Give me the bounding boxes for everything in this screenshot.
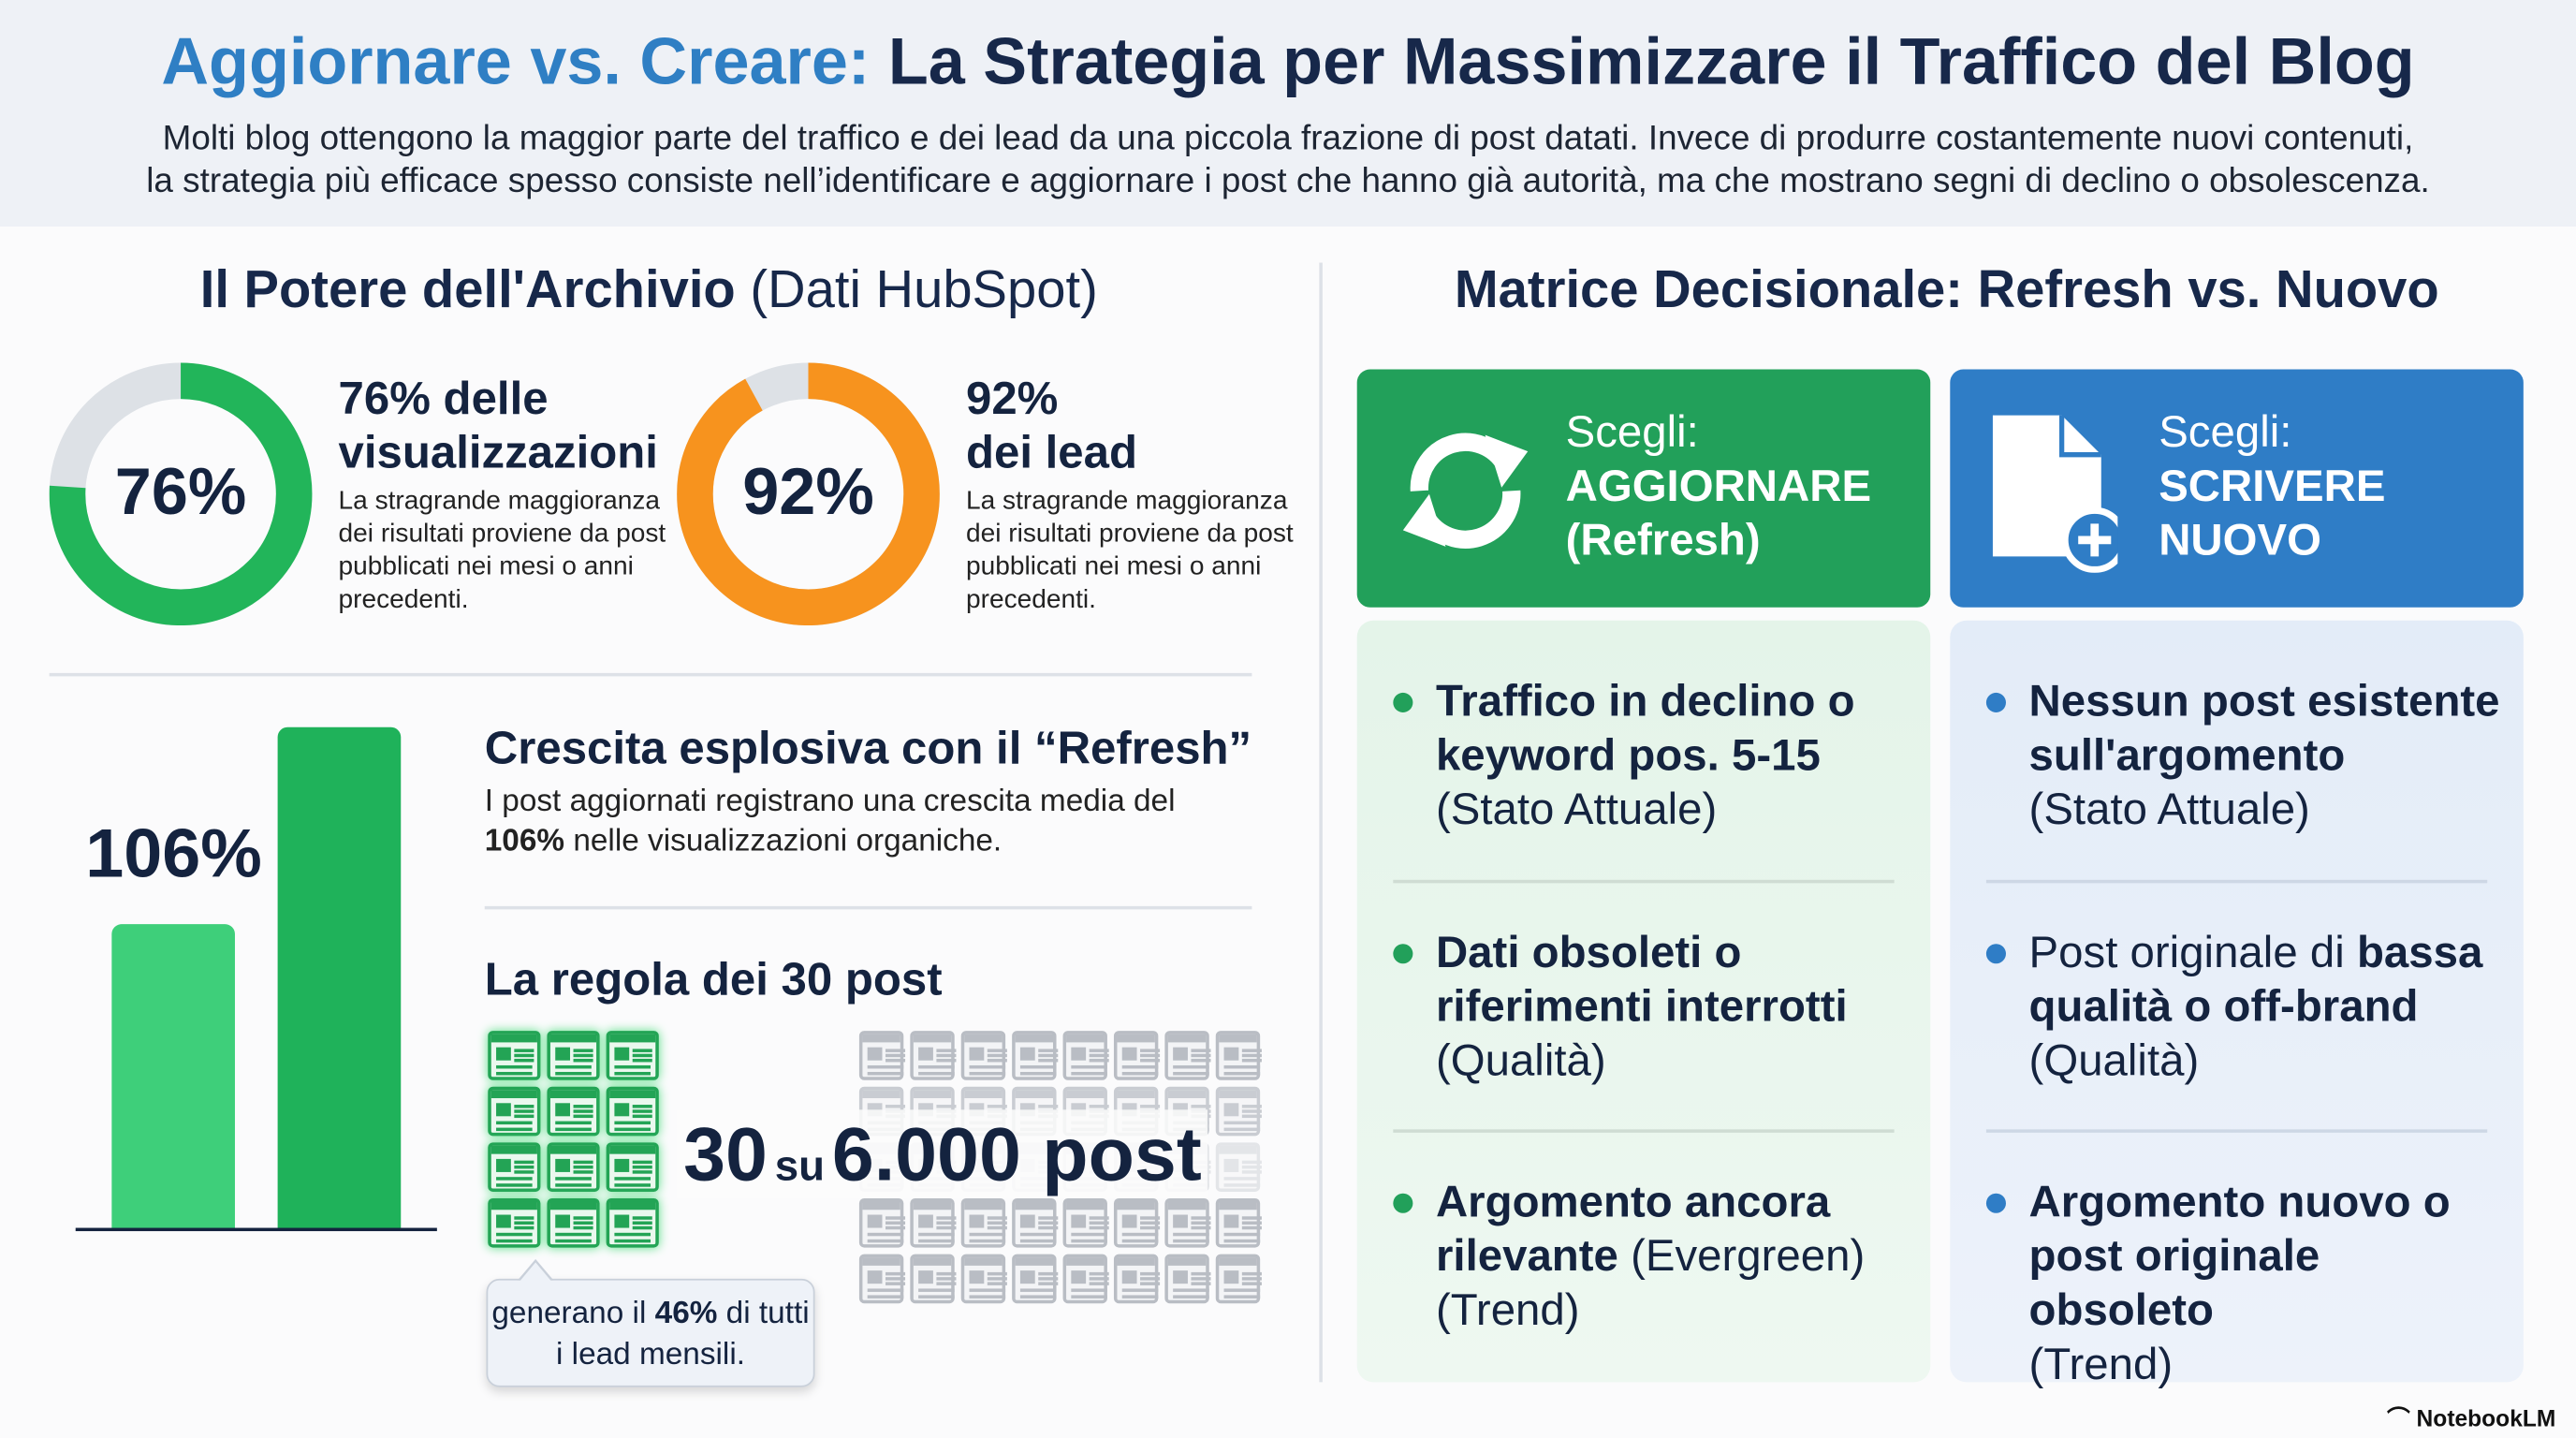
divider — [1393, 879, 1895, 884]
growth-label: 106% — [85, 814, 262, 892]
posts-ratio: 30 su 6.000 post — [677, 1109, 1208, 1198]
post-icon — [547, 1031, 600, 1080]
views-stat-desc: La stragrande maggioranza dei risultati … — [338, 487, 666, 614]
new-criterion: Nessun post esistente sull'argomento (Sta… — [1985, 675, 2506, 838]
divider — [1393, 1129, 1895, 1133]
bar-baseline — [75, 1227, 437, 1232]
post-icon — [910, 1197, 957, 1248]
matrix-heading: Matrice Decisionale: Refresh vs. Nuovo — [1454, 259, 2439, 319]
post-icon — [1012, 1031, 1059, 1080]
post-icon — [1113, 1254, 1161, 1304]
divider — [1985, 1129, 2488, 1133]
header-band — [0, 0, 2576, 227]
post-icon — [1113, 1197, 1161, 1248]
post-icon — [547, 1086, 600, 1137]
notebooklm-icon: ⌒ — [2387, 1404, 2417, 1431]
post-icon — [606, 1197, 659, 1248]
post-icon — [488, 1086, 541, 1137]
post-icon — [1012, 1197, 1059, 1248]
post-icon — [858, 1197, 906, 1248]
views-stat-title: 76% delle visualizzazioni — [338, 373, 658, 478]
leads-stat-desc: La stragrande maggioranza dei risultati … — [965, 487, 1294, 614]
post-icon — [547, 1142, 600, 1192]
post-icon — [1062, 1254, 1109, 1304]
choose-label: Scegli: — [1565, 406, 1699, 457]
new-card: Scegli: SCRIVERE NUOVO — [1950, 369, 2524, 608]
divider — [1985, 879, 2488, 884]
post-icon — [910, 1031, 957, 1080]
post-icon — [1164, 1197, 1211, 1248]
post-icon — [1215, 1197, 1262, 1248]
post-icon — [1062, 1031, 1109, 1080]
refresh-criterion: Traffico in declino o keyword pos. 5-15(… — [1393, 675, 1895, 838]
leads-callout: generano il 46% di tutti i lead mensili. — [486, 1258, 815, 1387]
post-icon — [606, 1031, 659, 1080]
refresh-card: Scegli: AGGIORNARE (Refresh) — [1356, 369, 1931, 608]
rule-title: La regola dei 30 post — [484, 953, 943, 1005]
donut-views-label: 76% — [114, 456, 247, 529]
post-icon — [1215, 1254, 1262, 1304]
growth-desc: I post aggiornati registrano una crescit… — [484, 785, 1176, 859]
divider — [484, 905, 1252, 910]
refresh-action: AGGIORNARE — [1565, 461, 1872, 511]
donut-leads-label: 92% — [742, 456, 874, 529]
post-icon — [606, 1086, 659, 1137]
post-icon — [547, 1197, 600, 1248]
refresh-criterion: Argomento ancora rilevante (Evergreen) (… — [1393, 1175, 1895, 1338]
leads-stat-title: 92% dei lead — [965, 373, 1137, 478]
post-icon — [488, 1031, 541, 1080]
post-icon — [960, 1031, 1007, 1080]
post-icon — [606, 1142, 659, 1192]
column-divider — [1319, 262, 1323, 1383]
notebooklm-logo: ⌒ NotebookLM — [2387, 1404, 2556, 1431]
bar-before — [111, 924, 235, 1230]
post-icon — [1012, 1254, 1059, 1304]
donut-views-arc — [49, 362, 313, 626]
new-document-icon — [1992, 415, 2118, 573]
post-icon — [1215, 1031, 1262, 1080]
bar-after — [277, 726, 402, 1230]
donut-views — [49, 362, 313, 626]
post-icon — [1215, 1142, 1262, 1192]
post-icon — [488, 1197, 541, 1248]
post-icon — [858, 1031, 906, 1080]
post-icon — [1164, 1254, 1211, 1304]
post-icon — [1215, 1086, 1262, 1137]
refresh-icon — [1402, 433, 1529, 549]
choose-label: Scegli: — [2159, 406, 2292, 457]
post-icon — [960, 1197, 1007, 1248]
post-icon — [960, 1254, 1007, 1304]
divider — [49, 672, 1252, 677]
new-criteria-panel — [1950, 620, 2524, 1383]
top-posts-grid — [488, 1031, 659, 1248]
post-icon — [858, 1254, 906, 1304]
post-icon — [488, 1142, 541, 1192]
new-action: SCRIVERE — [2159, 461, 2386, 511]
post-icon — [1164, 1031, 1211, 1080]
new-criterion: Post originale di bassa qualità o off-br… — [1985, 926, 2506, 1089]
refresh-criteria-panel — [1356, 620, 1931, 1383]
page-title: Aggiornare vs. Creare: La Strategia per … — [161, 26, 2415, 99]
growth-title: Crescita esplosiva con il “Refresh” — [484, 722, 1252, 773]
new-criterion: Argomento nuovo o post originale obsolet… — [1985, 1175, 2506, 1391]
archive-heading: Il Potere dell'Archivio (Dati HubSpot) — [199, 259, 1098, 319]
refresh-criterion: Dati obsoleti o riferimenti interrotti (Q… — [1393, 926, 1895, 1089]
donut-leads — [677, 362, 940, 626]
page-subtitle: Molti blog ottengono la maggior parte de… — [146, 119, 2430, 200]
post-icon — [1062, 1197, 1109, 1248]
post-icon — [910, 1254, 957, 1304]
post-icon — [1113, 1031, 1161, 1080]
